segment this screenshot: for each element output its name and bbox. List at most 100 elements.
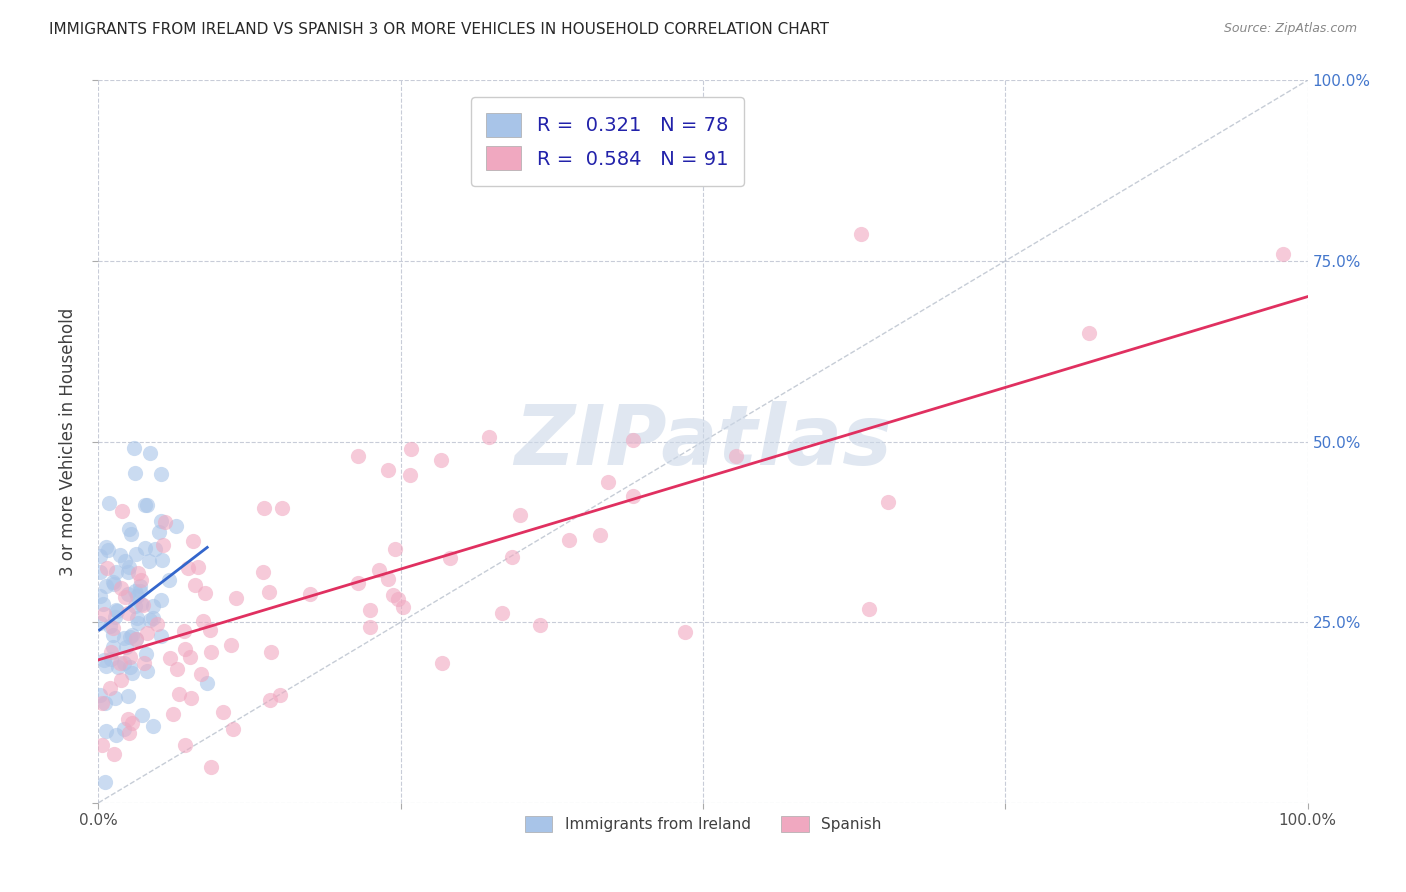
Point: [117, 565, 139, 579]
Point: [165, 519, 187, 533]
Point: [260, 645, 283, 659]
Point: [121, 716, 143, 731]
Point: [142, 611, 165, 625]
Point: [162, 706, 184, 721]
Point: [93, 653, 115, 667]
Point: [114, 554, 136, 568]
Point: [142, 719, 165, 733]
Point: [377, 463, 399, 477]
Point: [598, 475, 620, 490]
Point: [194, 586, 217, 600]
Point: [138, 613, 160, 627]
Point: [94, 579, 117, 593]
Point: [107, 660, 129, 674]
Point: [105, 728, 128, 742]
Point: [104, 565, 127, 579]
Point: [89, 615, 111, 630]
Point: [724, 449, 747, 463]
Point: [105, 604, 128, 618]
Point: [118, 650, 141, 665]
Point: [381, 588, 404, 602]
Point: [181, 534, 204, 549]
Point: [91, 738, 114, 752]
Point: [131, 597, 153, 611]
Point: [359, 620, 381, 634]
Point: [108, 657, 131, 671]
Point: [198, 624, 221, 638]
Point: [176, 561, 198, 575]
Point: [148, 524, 170, 539]
Point: [150, 629, 173, 643]
Point: [100, 619, 122, 633]
Point: [439, 551, 461, 566]
Point: [89, 589, 111, 603]
Point: [430, 656, 453, 670]
Point: [143, 542, 166, 557]
Point: [1077, 326, 1099, 340]
Point: [150, 514, 173, 528]
Point: [97, 496, 120, 510]
Point: [377, 572, 399, 586]
Point: [1272, 246, 1295, 260]
Point: [131, 599, 153, 613]
Point: [124, 547, 146, 561]
Point: [89, 549, 111, 563]
Point: [127, 566, 149, 580]
Point: [125, 589, 148, 603]
Point: [117, 606, 139, 620]
Point: [179, 650, 201, 665]
Text: IMMIGRANTS FROM IRELAND VS SPANISH 3 OR MORE VEHICLES IN HOUSEHOLD CORRELATION C: IMMIGRANTS FROM IRELAND VS SPANISH 3 OR …: [49, 22, 830, 37]
Point: [259, 693, 281, 707]
Point: [190, 666, 212, 681]
Point: [120, 526, 142, 541]
Point: [118, 659, 141, 673]
Point: [491, 606, 513, 620]
Point: [253, 500, 276, 515]
Point: [131, 707, 153, 722]
Point: [103, 577, 125, 591]
Point: [135, 647, 157, 661]
Point: [91, 597, 114, 611]
Point: [104, 690, 127, 705]
Point: [105, 603, 128, 617]
Point: [96, 560, 118, 574]
Point: [118, 560, 141, 574]
Point: [122, 442, 145, 456]
Point: [136, 664, 159, 678]
Point: [94, 659, 117, 673]
Point: [173, 642, 195, 657]
Point: [200, 760, 222, 774]
Point: [142, 599, 165, 613]
Point: [129, 573, 152, 587]
Point: [96, 540, 118, 554]
Point: [97, 543, 120, 558]
Point: [252, 565, 274, 579]
Point: [225, 591, 247, 605]
Point: [112, 656, 135, 670]
Legend: Immigrants from Ireland, Spanish: Immigrants from Ireland, Spanish: [519, 810, 887, 838]
Point: [387, 591, 409, 606]
Point: [367, 563, 389, 577]
Point: [876, 495, 898, 509]
Point: [621, 489, 644, 503]
Point: [124, 583, 146, 598]
Point: [269, 688, 291, 702]
Point: [110, 673, 132, 687]
Point: [114, 640, 136, 655]
Point: [114, 591, 136, 605]
Point: [125, 632, 148, 646]
Point: [146, 617, 169, 632]
Point: [112, 722, 135, 736]
Point: [621, 433, 644, 447]
Point: [673, 624, 696, 639]
Point: [98, 681, 121, 695]
Point: [121, 628, 143, 642]
Point: [91, 696, 114, 710]
Point: [89, 689, 111, 703]
Point: [94, 696, 117, 710]
Point: [120, 630, 142, 644]
Point: [589, 527, 612, 541]
Point: [478, 430, 501, 444]
Point: [111, 504, 134, 518]
Point: [101, 628, 124, 642]
